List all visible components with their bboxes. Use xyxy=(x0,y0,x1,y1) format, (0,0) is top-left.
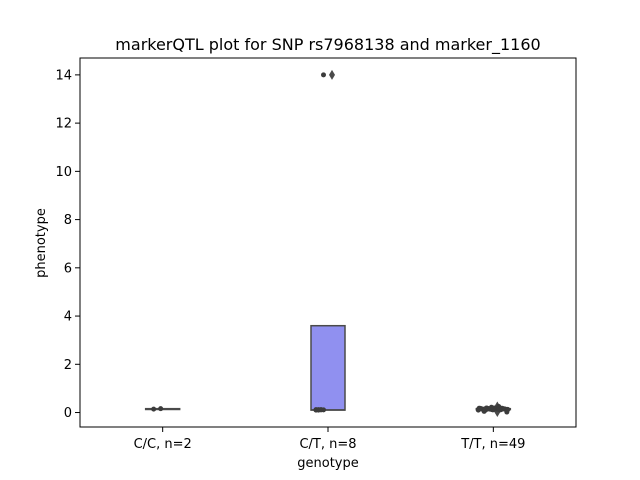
y-tick-label: 10 xyxy=(55,165,72,180)
chart-title: markerQTL plot for SNP rs7968138 and mar… xyxy=(115,35,540,55)
x-axis-label: genotype xyxy=(297,456,358,471)
data-point xyxy=(504,409,510,415)
x-tick-label: C/C, n=2 xyxy=(134,437,192,452)
data-point xyxy=(151,406,157,412)
y-axis: 0 2 4 6 8 10 12 14 xyxy=(55,68,80,421)
y-axis-label: phenotype xyxy=(34,208,49,278)
y-tick-label: 4 xyxy=(64,310,72,325)
data-point xyxy=(488,404,494,410)
y-tick-label: 14 xyxy=(55,68,72,83)
x-tick-label: C/T, n=8 xyxy=(299,437,356,452)
x-tick-label: T/T, n=49 xyxy=(460,437,525,452)
box-group xyxy=(144,406,181,412)
data-point xyxy=(321,72,326,78)
data-point xyxy=(496,404,502,409)
data-point xyxy=(158,406,164,412)
outlier-marker xyxy=(329,69,335,80)
data-point xyxy=(318,407,324,413)
plot-area xyxy=(144,69,512,418)
x-axis: C/C, n=2 C/T, n=8 T/T, n=49 xyxy=(134,427,525,452)
box-group xyxy=(310,69,346,413)
y-tick-label: 6 xyxy=(64,261,72,276)
y-tick-label: 2 xyxy=(64,358,72,373)
data-point xyxy=(481,408,487,414)
data-point xyxy=(475,406,481,412)
y-tick-label: 12 xyxy=(55,117,72,132)
box xyxy=(310,324,346,411)
y-tick-label: 0 xyxy=(64,406,72,421)
y-tick-label: 8 xyxy=(64,213,72,228)
box-group xyxy=(475,401,512,418)
